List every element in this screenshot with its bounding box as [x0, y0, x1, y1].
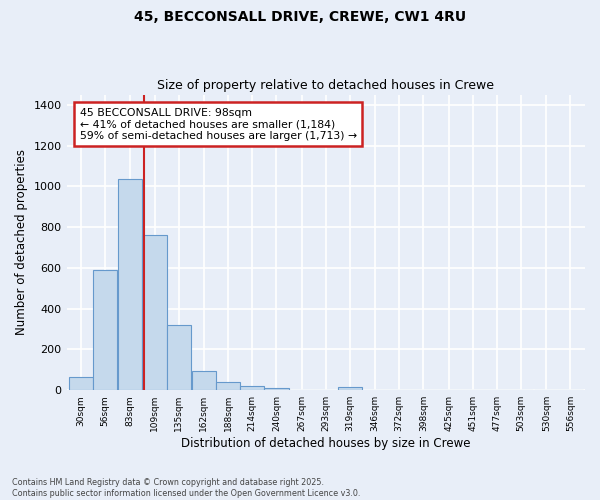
Text: 45 BECCONSALL DRIVE: 98sqm
← 41% of detached houses are smaller (1,184)
59% of s: 45 BECCONSALL DRIVE: 98sqm ← 41% of deta…	[80, 108, 356, 141]
Bar	[167, 325, 191, 390]
Bar	[192, 371, 216, 390]
Bar	[338, 387, 362, 390]
Title: Size of property relative to detached houses in Crewe: Size of property relative to detached ho…	[157, 79, 494, 92]
Text: 45, BECCONSALL DRIVE, CREWE, CW1 4RU: 45, BECCONSALL DRIVE, CREWE, CW1 4RU	[134, 10, 466, 24]
Text: Contains HM Land Registry data © Crown copyright and database right 2025.
Contai: Contains HM Land Registry data © Crown c…	[12, 478, 361, 498]
Y-axis label: Number of detached properties: Number of detached properties	[15, 150, 28, 336]
Bar	[216, 382, 240, 390]
Bar	[142, 235, 167, 390]
Bar	[118, 179, 142, 390]
Bar	[69, 377, 93, 390]
Bar	[265, 388, 289, 390]
X-axis label: Distribution of detached houses by size in Crewe: Distribution of detached houses by size …	[181, 437, 470, 450]
Bar	[240, 386, 265, 390]
Bar	[93, 270, 118, 390]
